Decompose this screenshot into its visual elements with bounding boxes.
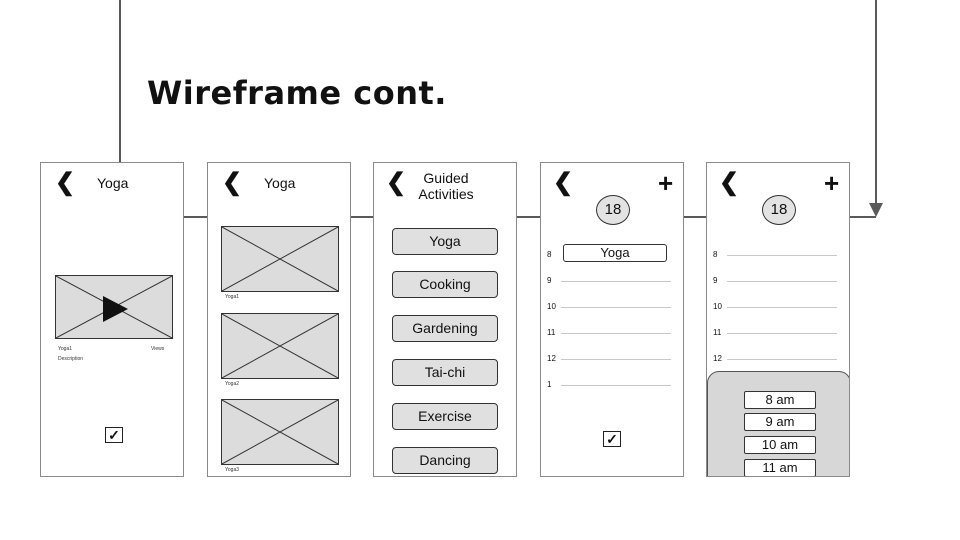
hour-line bbox=[561, 359, 671, 360]
video-title: Yoga1 bbox=[58, 346, 72, 352]
activity-button-exercise[interactable]: Exercise bbox=[392, 403, 498, 430]
views-label: Views bbox=[151, 346, 165, 352]
hour-label: 11 bbox=[713, 328, 722, 337]
hour-line bbox=[727, 333, 837, 334]
time-option-8am[interactable]: 8 am bbox=[744, 391, 816, 409]
screen-schedule: ❮ + 18 8 Yoga 9 10 11 12 1 ✓ bbox=[540, 162, 684, 477]
play-icon bbox=[103, 296, 128, 322]
hour-line bbox=[727, 255, 837, 256]
time-option-9am[interactable]: 9 am bbox=[744, 413, 816, 431]
hour-label: 9 bbox=[547, 276, 552, 285]
hour-label: 8 bbox=[713, 250, 718, 259]
hour-line bbox=[561, 385, 671, 386]
hour-label: 10 bbox=[713, 302, 722, 311]
hour-line bbox=[727, 281, 837, 282]
header-line-1: Guided bbox=[423, 170, 469, 186]
back-chevron-icon[interactable]: ❮ bbox=[553, 169, 574, 196]
activity-button-gardening[interactable]: Gardening bbox=[392, 315, 498, 342]
video-thumbnail[interactable] bbox=[221, 226, 339, 292]
video-thumbnail[interactable] bbox=[221, 313, 339, 379]
activity-button-cooking[interactable]: Cooking bbox=[392, 271, 498, 298]
video-label: Yoga2 bbox=[225, 381, 239, 387]
activity-button-dancing[interactable]: Dancing bbox=[392, 447, 498, 474]
checkbox-checked-icon[interactable]: ✓ bbox=[603, 431, 621, 447]
time-option-11am[interactable]: 11 am bbox=[744, 459, 816, 476]
header-line-2: Activities bbox=[418, 186, 474, 202]
date-badge[interactable]: 18 bbox=[596, 195, 630, 225]
add-plus-icon[interactable]: + bbox=[824, 168, 840, 198]
screen-header: Yoga bbox=[97, 175, 129, 191]
arrowhead-icon bbox=[869, 203, 883, 217]
time-option-10am[interactable]: 10 am bbox=[744, 436, 816, 454]
screen-header: Guided Activities bbox=[408, 170, 484, 202]
description-label: Description bbox=[58, 356, 84, 362]
page-title: Wireframe cont. bbox=[147, 74, 447, 112]
hour-line bbox=[561, 307, 671, 308]
hour-label: 9 bbox=[713, 276, 718, 285]
hour-label: 10 bbox=[547, 302, 556, 311]
back-chevron-icon[interactable]: ❮ bbox=[222, 169, 243, 196]
screen-guided-activities: ❮ Guided Activities Yoga Cooking Gardeni… bbox=[373, 162, 517, 477]
back-chevron-icon[interactable]: ❮ bbox=[55, 169, 76, 196]
video-thumbnail[interactable] bbox=[221, 399, 339, 465]
time-picker-sheet: 8 am 9 am 10 am 11 am bbox=[707, 371, 849, 476]
hour-line bbox=[727, 359, 837, 360]
video-player[interactable] bbox=[55, 275, 173, 339]
hour-label: 11 bbox=[547, 328, 556, 337]
video-label: Yoga3 bbox=[225, 467, 239, 473]
hour-label: 8 bbox=[547, 250, 552, 259]
checkbox-checked-icon[interactable]: ✓ bbox=[105, 427, 123, 443]
activity-button-yoga[interactable]: Yoga bbox=[392, 228, 498, 255]
date-badge[interactable]: 18 bbox=[762, 195, 796, 225]
screen-header: Yoga bbox=[264, 175, 296, 191]
hour-line bbox=[561, 281, 671, 282]
hour-label: 12 bbox=[547, 354, 556, 363]
hour-line bbox=[727, 307, 837, 308]
hour-label: 12 bbox=[713, 354, 722, 363]
screen-video-detail: ❮ Yoga Yoga1 Views Description ✓ bbox=[40, 162, 184, 477]
back-chevron-icon[interactable]: ❮ bbox=[719, 169, 740, 196]
event-yoga[interactable]: Yoga bbox=[563, 244, 667, 262]
add-plus-icon[interactable]: + bbox=[658, 168, 674, 198]
screen-time-picker: ❮ + 18 8 9 10 11 12 8 am 9 am 10 am 11 a… bbox=[706, 162, 850, 477]
back-chevron-icon[interactable]: ❮ bbox=[386, 169, 407, 196]
screen-yoga-list: ❮ Yoga Yoga1 Yoga2 Yoga3 bbox=[207, 162, 351, 477]
activity-button-tai-chi[interactable]: Tai-chi bbox=[392, 359, 498, 386]
hour-label: 1 bbox=[547, 380, 552, 389]
hour-line bbox=[561, 333, 671, 334]
video-label: Yoga1 bbox=[225, 294, 239, 300]
